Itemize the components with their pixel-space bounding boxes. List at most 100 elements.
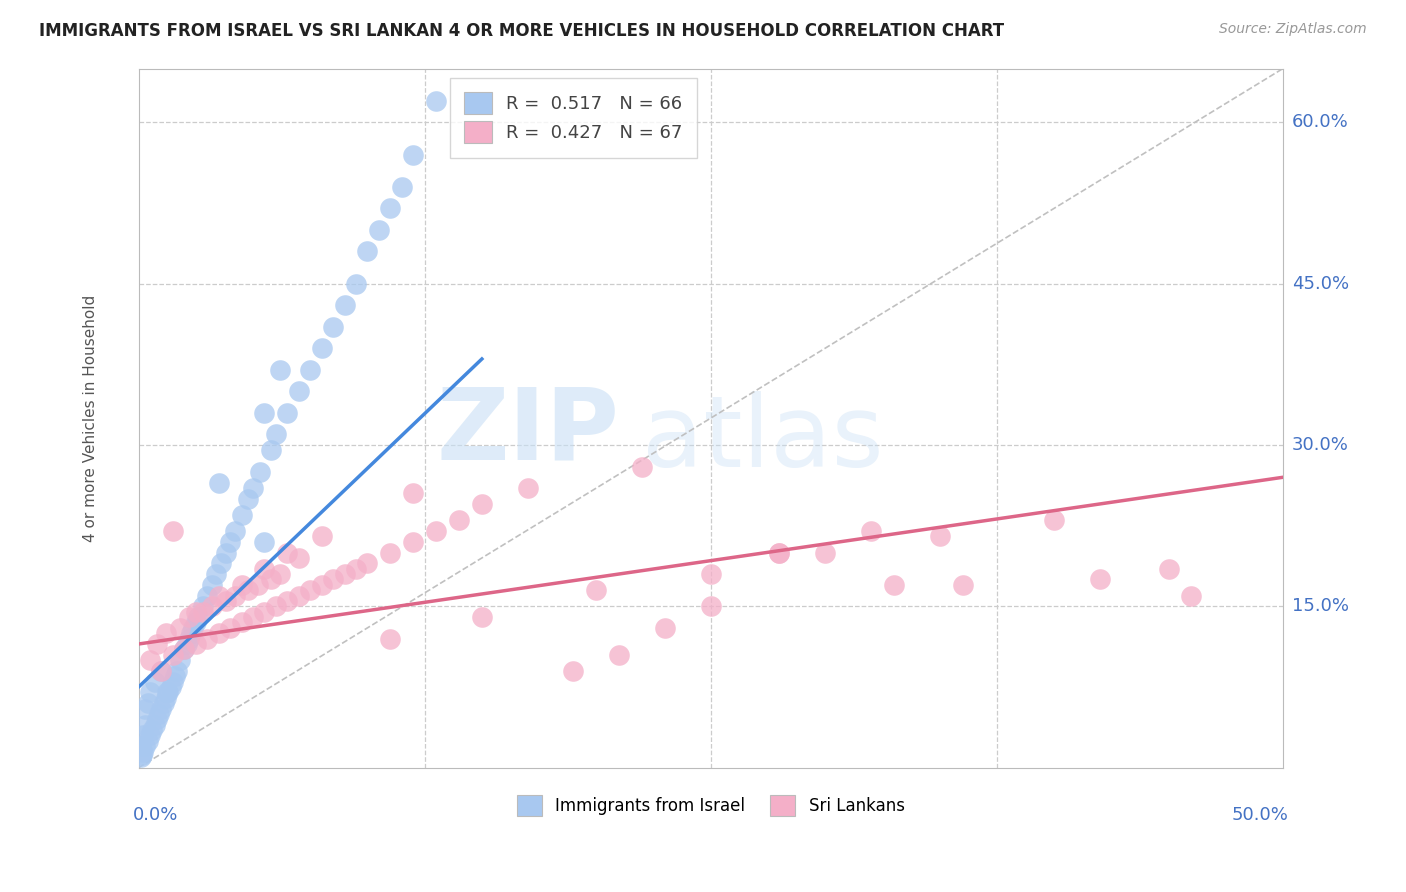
Point	[195, 589, 218, 603]
Point	[201, 599, 224, 614]
Point	[208, 589, 231, 603]
Point	[162, 674, 184, 689]
Point	[402, 147, 425, 161]
Point	[344, 277, 367, 291]
Point	[162, 648, 184, 662]
Point	[311, 341, 333, 355]
Point	[136, 696, 159, 710]
Point	[131, 747, 153, 762]
Point	[191, 599, 214, 614]
Point	[136, 734, 159, 748]
Point	[253, 406, 276, 420]
Point	[322, 573, 344, 587]
Point	[238, 583, 260, 598]
Point	[224, 589, 246, 603]
Text: IMMIGRANTS FROM ISRAEL VS SRI LANKAN 4 OR MORE VEHICLES IN HOUSEHOLD CORRELATION: IMMIGRANTS FROM ISRAEL VS SRI LANKAN 4 O…	[39, 22, 1004, 40]
Point	[187, 610, 209, 624]
Point	[148, 706, 170, 721]
Point	[425, 94, 447, 108]
Point	[146, 712, 169, 726]
Point	[224, 524, 246, 538]
Point	[311, 529, 333, 543]
Text: 50.0%: 50.0%	[1232, 806, 1289, 824]
Point	[129, 739, 152, 754]
Point	[380, 545, 402, 559]
Point	[276, 545, 298, 559]
Point	[139, 653, 162, 667]
Point	[607, 648, 630, 662]
Point	[139, 728, 162, 742]
Point	[195, 632, 218, 646]
Point	[219, 534, 242, 549]
Point	[214, 594, 236, 608]
Point	[129, 750, 152, 764]
Point	[152, 696, 174, 710]
Point	[141, 723, 163, 737]
Point	[132, 728, 155, 742]
Legend: Immigrants from Israel, Sri Lankans: Immigrants from Israel, Sri Lankans	[510, 789, 911, 822]
Point	[155, 690, 177, 705]
Point	[333, 567, 356, 582]
Point	[952, 578, 974, 592]
Point	[367, 223, 389, 237]
Point	[143, 717, 166, 731]
Point	[242, 610, 264, 624]
Point	[288, 551, 311, 566]
Text: 15.0%: 15.0%	[1292, 598, 1350, 615]
Point	[173, 642, 195, 657]
Point	[768, 545, 790, 559]
Point	[231, 615, 253, 630]
Point	[184, 605, 207, 619]
Point	[344, 562, 367, 576]
Point	[883, 578, 905, 592]
Point	[157, 685, 180, 699]
Point	[356, 244, 378, 259]
Point	[299, 583, 322, 598]
Point	[184, 637, 207, 651]
Point	[191, 605, 214, 619]
Point	[253, 605, 276, 619]
Point	[276, 594, 298, 608]
Point	[139, 685, 162, 699]
Point	[165, 669, 187, 683]
Text: 45.0%: 45.0%	[1292, 275, 1350, 293]
Point	[177, 610, 200, 624]
Text: 60.0%: 60.0%	[1292, 113, 1348, 131]
Point	[264, 427, 287, 442]
Point	[380, 202, 402, 216]
Point	[260, 443, 283, 458]
Point	[177, 632, 200, 646]
Point	[700, 599, 723, 614]
Point	[132, 745, 155, 759]
Point	[631, 459, 654, 474]
Text: 0.0%: 0.0%	[132, 806, 179, 824]
Point	[208, 475, 231, 490]
Point	[162, 524, 184, 538]
Point	[166, 664, 188, 678]
Point	[402, 534, 425, 549]
Point	[654, 621, 676, 635]
Text: atlas: atlas	[643, 391, 884, 488]
Point	[214, 545, 236, 559]
Point	[1043, 513, 1066, 527]
Point	[183, 621, 205, 635]
Point	[391, 179, 413, 194]
Point	[231, 578, 253, 592]
Point	[150, 664, 173, 678]
Point	[253, 562, 276, 576]
Point	[205, 567, 228, 582]
Point	[238, 491, 260, 506]
Point	[134, 739, 156, 754]
Point	[1157, 562, 1180, 576]
Point	[146, 637, 169, 651]
Point	[299, 362, 322, 376]
Point	[156, 685, 179, 699]
Point	[700, 567, 723, 582]
Text: 4 or more Vehicles in Household: 4 or more Vehicles in Household	[83, 294, 98, 541]
Point	[134, 717, 156, 731]
Point	[585, 583, 607, 598]
Point	[201, 578, 224, 592]
Point	[516, 481, 538, 495]
Point	[1088, 573, 1111, 587]
Point	[859, 524, 882, 538]
